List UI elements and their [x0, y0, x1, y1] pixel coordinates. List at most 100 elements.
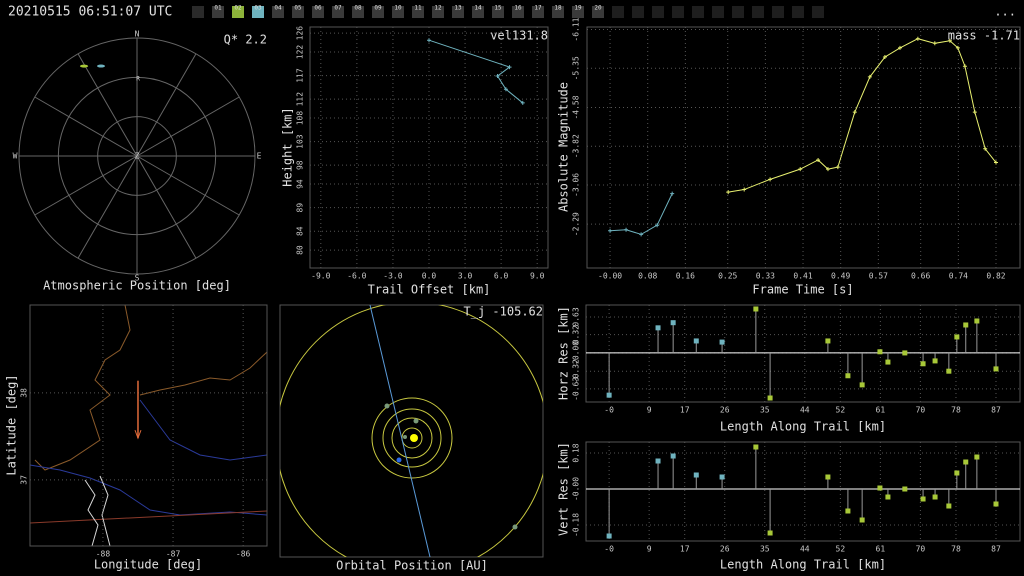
frame-box: [532, 6, 544, 18]
frame-box: [732, 6, 744, 18]
x-tick-label: 6.0: [494, 272, 509, 281]
x-axis-label: Longitude [deg]: [94, 558, 202, 572]
y-tick-label: -0.00: [572, 341, 581, 365]
stem-marker: [974, 318, 980, 324]
stem-marker: [825, 338, 831, 344]
plot-frame: [585, 441, 1021, 542]
stem-marker: [963, 459, 969, 465]
stem-marker: [825, 474, 831, 480]
x-tick-label: 17: [680, 406, 690, 415]
point-marker: [867, 74, 872, 79]
polar-spoke: [136, 155, 240, 216]
polar-grid: [18, 37, 256, 275]
x-tick-label: 78: [951, 406, 961, 415]
frame-label: 19: [574, 5, 582, 12]
frame-box: [652, 6, 664, 18]
site-label: R: [136, 76, 140, 83]
point-marker: [507, 65, 512, 70]
x-tick-label: 87: [991, 406, 1001, 415]
point-marker: [947, 38, 952, 43]
frame-label: 20: [594, 5, 602, 12]
frame-box: [492, 6, 504, 18]
y-axis-label: Absolute Magnitude: [557, 82, 571, 212]
point-marker: [624, 227, 629, 232]
frame-box: [312, 6, 324, 18]
stem-marker: [932, 494, 938, 500]
point-marker: [726, 190, 731, 195]
x-tick-label: 87: [991, 545, 1001, 554]
frame-label: 12: [434, 5, 442, 12]
frame-box: [392, 6, 404, 18]
y-axis-label: Height [km]: [281, 107, 295, 186]
stem-marker: [719, 339, 725, 345]
sky-point: [97, 64, 106, 68]
stem-marker: [946, 368, 952, 374]
stem-marker: [946, 503, 952, 509]
stem-marker: [963, 322, 969, 328]
x-tick-label: 61: [876, 406, 886, 415]
point-marker: [768, 177, 773, 182]
x-tick-label: 17: [680, 545, 690, 554]
point-marker: [962, 64, 967, 69]
x-tick-label: 44: [800, 406, 810, 415]
annotation: Q* 2.2: [224, 33, 267, 47]
frame-label: 01: [214, 5, 222, 12]
stem-marker: [693, 472, 699, 478]
y-tick-label: 94: [296, 179, 305, 189]
timestamp: 20210515 06:51:07 UTC: [8, 5, 172, 20]
stem-marker: [885, 494, 891, 500]
stem-marker: [954, 470, 960, 476]
frame-box: [192, 6, 204, 18]
menu[interactable]: ...: [994, 5, 1016, 19]
x-tick-label: 0.16: [676, 272, 695, 281]
direction-label: N: [135, 30, 140, 39]
frame-box: [712, 6, 724, 18]
stem-marker: [845, 508, 851, 514]
x-tick-label: -87: [166, 550, 181, 559]
frame-label: 10: [394, 5, 402, 12]
frame-label: 07: [334, 5, 342, 12]
x-tick-label: 9: [647, 406, 652, 415]
point-marker: [983, 146, 988, 151]
y-tick-label: 84: [296, 226, 305, 236]
y-tick-label: -0.32: [572, 359, 581, 383]
frame-label: 15: [494, 5, 502, 12]
polar-spoke: [136, 53, 197, 157]
stem-marker: [920, 361, 926, 367]
stem-marker: [859, 382, 865, 388]
y-tick-label: 117: [296, 68, 305, 83]
stem-marker: [974, 454, 980, 460]
frame-label: 16: [514, 5, 522, 12]
series-line: [610, 193, 673, 235]
y-tick-label: -2.29: [572, 212, 581, 236]
point-marker: [816, 157, 821, 162]
plot-frame: [29, 304, 268, 547]
x-tick-label: 0.33: [756, 272, 775, 281]
stem-marker: [902, 486, 908, 492]
x-tick-label: 26: [720, 545, 730, 554]
frame-box: [772, 6, 784, 18]
x-tick-label: 61: [876, 545, 886, 554]
frame-box: [252, 6, 264, 18]
point-marker: [520, 100, 525, 105]
frame-box: [692, 6, 704, 18]
y-tick-label: 112: [296, 92, 305, 107]
polar-spoke: [136, 96, 240, 157]
x-axis-label: Frame Time [s]: [752, 283, 853, 297]
polar-spoke: [77, 155, 138, 259]
frame-label: 03: [254, 5, 262, 12]
x-tick-label: 0.25: [718, 272, 737, 281]
stem-marker: [920, 496, 926, 502]
frame-box: [372, 6, 384, 18]
x-tick-label: 70: [916, 545, 926, 554]
x-tick-label: 0.57: [869, 272, 888, 281]
x-axis-label: Length Along Trail [km]: [720, 558, 886, 572]
series-line: [728, 38, 997, 193]
x-tick-label: -0.00: [598, 272, 622, 281]
stem-marker: [902, 350, 908, 356]
point-marker: [608, 228, 613, 233]
point-marker: [670, 191, 675, 196]
x-tick-label: 78: [951, 545, 961, 554]
x-tick-label: -86: [236, 550, 251, 559]
